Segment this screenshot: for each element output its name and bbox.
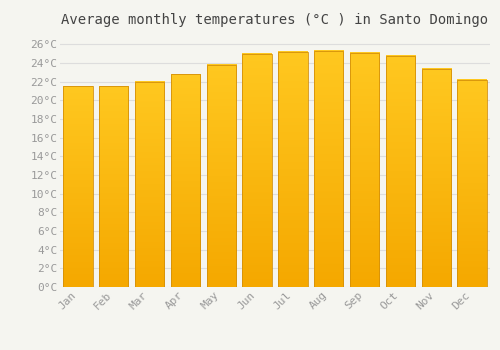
Bar <box>170 74 200 287</box>
Bar <box>206 65 236 287</box>
Bar <box>135 82 164 287</box>
Title: Average monthly temperatures (°C ) in Santo Domingo: Average monthly temperatures (°C ) in Sa… <box>62 13 488 27</box>
Bar <box>386 56 415 287</box>
Bar <box>63 86 92 287</box>
Bar <box>350 53 380 287</box>
Bar <box>278 52 308 287</box>
Bar <box>242 54 272 287</box>
Bar <box>99 86 128 287</box>
Bar <box>458 80 487 287</box>
Bar <box>314 51 344 287</box>
Bar <box>422 69 451 287</box>
